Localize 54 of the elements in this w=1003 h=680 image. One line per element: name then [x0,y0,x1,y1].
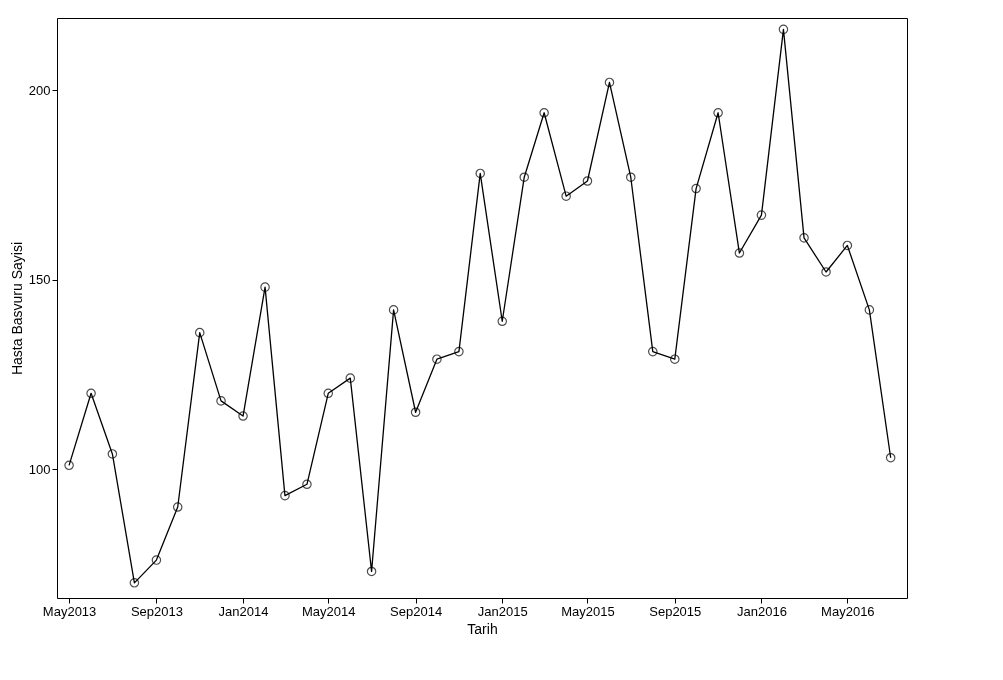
x-tick-label: Jan2015 [477,603,528,619]
x-tick-label: Sep2014 [390,603,443,619]
point [323,388,334,399]
point [410,407,421,418]
point [64,460,74,471]
x-tick-label: Jan2016 [736,603,787,619]
point [519,172,530,182]
point [539,108,549,118]
point [561,191,571,201]
point [648,346,658,357]
point [302,479,312,490]
x-tick-label: May2015 [561,603,615,619]
y-tick-label: 150 [28,272,51,288]
point [216,396,226,406]
x-axis-title: Tarih [467,620,498,637]
x-tick-label: Sep2015 [649,603,702,619]
y-tick-label: 200 [28,82,51,98]
point [388,305,399,315]
x-tick-label: May2014 [302,603,356,619]
y-tick-label: 100 [28,461,51,477]
x-tick-label: Sep2013 [130,603,183,619]
point [582,176,593,186]
point [345,373,356,383]
point [734,248,745,258]
point [799,233,809,243]
x-tick-label: May2016 [821,603,875,619]
point [864,305,875,315]
y-axis-title: Hasta Basvuru Sayisi [8,241,25,376]
point [194,327,205,338]
point [260,282,270,292]
point [475,168,486,179]
point [432,354,442,364]
point [604,77,615,88]
point [151,555,162,565]
point [366,566,377,577]
x-tick-label: May2013 [42,603,97,619]
point [129,578,140,588]
point [778,24,789,35]
point [107,449,118,459]
point [821,267,831,277]
point [625,172,636,182]
point [691,183,701,194]
point [172,502,183,512]
point [86,388,96,399]
point [454,346,464,357]
point [756,210,767,220]
point [842,240,853,251]
point [713,108,723,118]
point [670,354,680,364]
point [280,490,290,501]
point [497,316,508,327]
point [238,411,248,421]
point [885,452,896,463]
x-tick-label: Jan2014 [218,603,269,619]
